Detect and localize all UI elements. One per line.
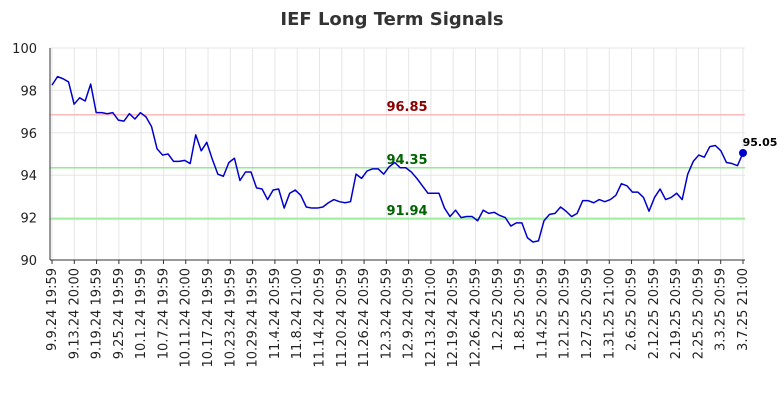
x-tick-label: 12.3.24 20:59 xyxy=(379,268,394,359)
x-tick-label: 12.13.24 21:00 xyxy=(424,268,439,368)
x-tick-label: 12.9.24 20:59 xyxy=(402,268,417,359)
x-tick-labels: 9.9.24 19:59 9.13.24 20:00 9.19.24 19:59 9.… xyxy=(45,268,751,368)
x-tick-label: 1.31.25 21:00 xyxy=(602,268,617,359)
x-tick-label: 9.19.24 19:59 xyxy=(90,268,105,359)
y-tick-label: 96 xyxy=(20,127,37,142)
x-tick-label: 11.26.24 20:59 xyxy=(357,268,372,368)
chart-title: IEF Long Term Signals xyxy=(280,9,503,30)
last-point-marker xyxy=(739,148,747,157)
reference-lines: 96.85 94.35 91.94 xyxy=(50,100,745,220)
x-tick-label: 11.8.24 21:00 xyxy=(290,268,305,359)
x-tick-label: 10.29.24 19:59 xyxy=(246,268,261,368)
series-line xyxy=(51,75,744,243)
series-layer: 95.05 xyxy=(51,75,778,243)
x-tick-label: 9.9.24 19:59 xyxy=(45,268,60,351)
x-tick-label: 2.6.25 20:59 xyxy=(625,268,640,351)
y-tick-label: 92 xyxy=(20,212,37,227)
x-tick-label: 10.23.24 19:59 xyxy=(223,268,238,368)
reference-line-label: 91.94 xyxy=(386,204,427,219)
last-value-label: 95.05 xyxy=(743,136,778,149)
y-tick-label: 100 xyxy=(12,42,37,57)
x-tick-label: 11.4.24 20:59 xyxy=(268,268,283,359)
x-tick-label: 1.21.25 20:59 xyxy=(558,268,573,359)
x-tick-label: 9.13.24 20:00 xyxy=(67,268,82,359)
x-tick-label: 10.7.24 19:59 xyxy=(156,268,171,359)
x-tick-label: 1.27.25 20:59 xyxy=(580,268,595,359)
x-tick-label: 11.14.24 20:59 xyxy=(312,268,327,368)
x-tick-label: 2.12.25 20:59 xyxy=(647,268,662,359)
axes xyxy=(49,48,745,264)
x-tick-label: 1.14.25 20:59 xyxy=(535,268,550,359)
reference-line-label: 96.85 xyxy=(386,100,427,115)
x-tick-label: 11.20.24 20:59 xyxy=(335,268,350,368)
x-tick-label: 9.25.24 19:59 xyxy=(112,268,127,359)
x-tick-label: 10.17.24 19:59 xyxy=(201,268,216,368)
y-tick-label: 94 xyxy=(20,169,37,184)
x-tick-label: 12.19.24 20:59 xyxy=(446,268,461,368)
x-tick-label: 2.25.25 20:59 xyxy=(691,268,706,359)
grid xyxy=(50,47,745,261)
x-tick-label: 10.11.24 20:00 xyxy=(179,268,194,368)
x-tick-label: 3.3.25 20:59 xyxy=(714,268,729,351)
x-tick-label: 1.2.25 20:59 xyxy=(491,268,506,351)
x-tick-label: 1.8.25 20:59 xyxy=(513,268,528,351)
x-tick-label: 10.1.24 19:59 xyxy=(134,268,149,359)
x-tick-label: 3.7.25 21:00 xyxy=(736,268,751,351)
x-tick-label: 12.26.24 20:59 xyxy=(469,268,484,368)
y-tick-label: 98 xyxy=(20,84,37,99)
reference-line-label: 94.35 xyxy=(386,153,427,168)
x-tick-label: 2.19.25 20:59 xyxy=(669,268,684,359)
y-tick-label: 90 xyxy=(20,254,37,269)
y-tick-labels: 90 92 94 96 98 100 xyxy=(12,42,37,269)
